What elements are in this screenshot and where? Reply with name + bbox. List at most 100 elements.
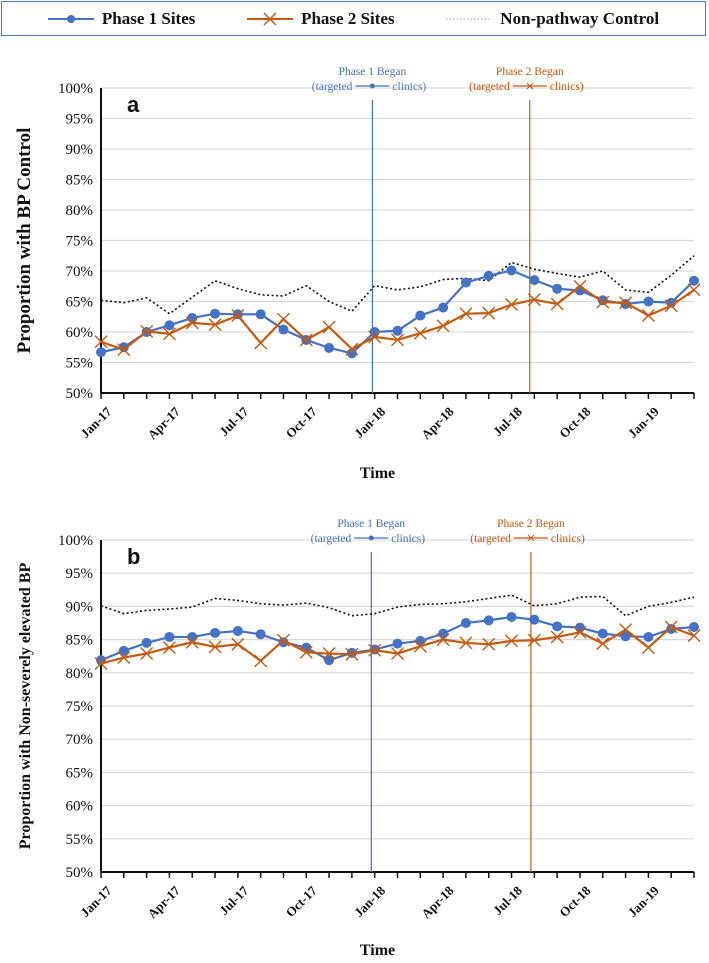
- data-point: [254, 336, 268, 350]
- data-point: [506, 612, 517, 623]
- data-point: [391, 333, 404, 347]
- x-tick-label: Jul-17: [216, 404, 251, 439]
- data-point: [232, 625, 243, 636]
- series-phase-2-sites: [94, 279, 701, 357]
- y-tick-label: 75%: [66, 699, 94, 715]
- x-tick-label: Oct-17: [283, 883, 321, 921]
- data-point: [529, 614, 540, 625]
- y-axis-title: Proportion with BP Control: [14, 128, 35, 354]
- data-point: [527, 633, 541, 647]
- y-tick-label: 70%: [66, 732, 94, 748]
- x-axis-title: Time: [360, 942, 395, 959]
- annotation-title: Phase 2 Began: [497, 518, 565, 530]
- annotation-text: clinics): [391, 533, 425, 545]
- data-point: [619, 296, 633, 310]
- data-point: [254, 654, 268, 668]
- data-point: [255, 309, 266, 320]
- x-marker-icon: [527, 534, 535, 542]
- x-marker-icon: [247, 11, 294, 26]
- data-point: [643, 296, 654, 307]
- data-point: [438, 302, 449, 313]
- data-point: [322, 647, 336, 661]
- data-point: [118, 645, 129, 656]
- x-tick-label: Apr-17: [145, 404, 184, 443]
- y-tick-label: 95%: [66, 566, 94, 582]
- data-point: [415, 310, 426, 321]
- data-point: [231, 637, 245, 651]
- data-point: [459, 307, 473, 321]
- y-tick-label: 75%: [66, 234, 94, 250]
- data-point: [438, 628, 449, 639]
- data-point: [506, 265, 517, 276]
- y-tick-label: 95%: [66, 112, 94, 128]
- x-marker-icon: [526, 82, 534, 90]
- data-point: [597, 628, 608, 639]
- data-point: [185, 635, 199, 649]
- data-point: [460, 618, 471, 628]
- annotation-text: (targeted: [470, 533, 511, 545]
- data-point: [619, 623, 633, 637]
- data-point: [117, 343, 131, 357]
- series-phase-1-sites: [96, 612, 699, 666]
- annotation-text: clinics): [550, 81, 584, 93]
- data-point: [482, 306, 496, 320]
- chart-panel-a: 50% 55% 60% 65% 70% 75% 80% 85% 90% 95% 100% Jan-17…: [14, 66, 701, 482]
- data-point: [505, 298, 519, 312]
- legend-item-control: Non-pathway Control: [446, 9, 659, 29]
- data-point: [210, 308, 221, 319]
- legend-label: Phase 2 Sites: [301, 8, 395, 28]
- y-tick-label: 55%: [66, 356, 94, 372]
- phase-annotation: Phase 1 Began (targeted clinics): [311, 518, 426, 545]
- y-tick-label: 90%: [66, 599, 94, 615]
- data-point: [346, 647, 357, 658]
- y-tick-label: 80%: [66, 666, 94, 682]
- y-tick-label: 65%: [66, 765, 94, 781]
- data-point: [552, 283, 563, 294]
- annotation-text: clinics): [392, 81, 426, 93]
- data-point: [299, 333, 313, 347]
- data-point: [664, 299, 678, 313]
- data-point: [208, 640, 222, 654]
- annotation-text: (targeted: [311, 533, 352, 545]
- data-point: [278, 637, 289, 648]
- series-line: [100, 594, 695, 617]
- data-point: [550, 630, 564, 644]
- x-tick-label: Jul-18: [490, 404, 525, 439]
- data-point: [596, 295, 610, 309]
- data-point: [436, 633, 450, 647]
- x-tick-label: Jan-19: [625, 883, 663, 921]
- data-point: [255, 629, 266, 640]
- circle-marker-icon: [368, 535, 374, 541]
- data-point: [689, 275, 699, 286]
- y-tick-label: 100%: [58, 533, 93, 549]
- x-tick-label: Jan-18: [351, 404, 389, 442]
- data-point: [187, 312, 198, 323]
- x-tick-label: Apr-18: [418, 404, 457, 443]
- y-tick-label: 85%: [66, 173, 94, 189]
- data-point: [550, 297, 564, 311]
- annotation-text: clinics): [551, 533, 585, 545]
- data-point: [574, 622, 585, 633]
- data-point: [278, 324, 289, 335]
- y-axis-title: Proportion with Non-severely elevated BP: [17, 563, 34, 850]
- data-point: [345, 647, 359, 661]
- data-point: [210, 627, 221, 638]
- data-point: [666, 623, 677, 634]
- x-tick-label: Jul-17: [216, 883, 251, 918]
- circle-marker-icon: [369, 83, 375, 89]
- data-point: [643, 631, 654, 642]
- data-point: [324, 655, 335, 666]
- data-point: [482, 637, 496, 651]
- data-point: [140, 647, 154, 661]
- series-phase-1-sites: [96, 265, 699, 359]
- data-point: [413, 326, 427, 340]
- data-point: [324, 342, 335, 353]
- dotted-line-icon: [446, 18, 493, 19]
- data-point: [162, 641, 176, 655]
- data-point: [322, 320, 336, 334]
- x-tick-label: Oct-18: [556, 883, 594, 921]
- x-tick-label: Jul-18: [490, 883, 525, 918]
- x-tick-label: Oct-17: [283, 404, 321, 442]
- data-point: [483, 270, 494, 281]
